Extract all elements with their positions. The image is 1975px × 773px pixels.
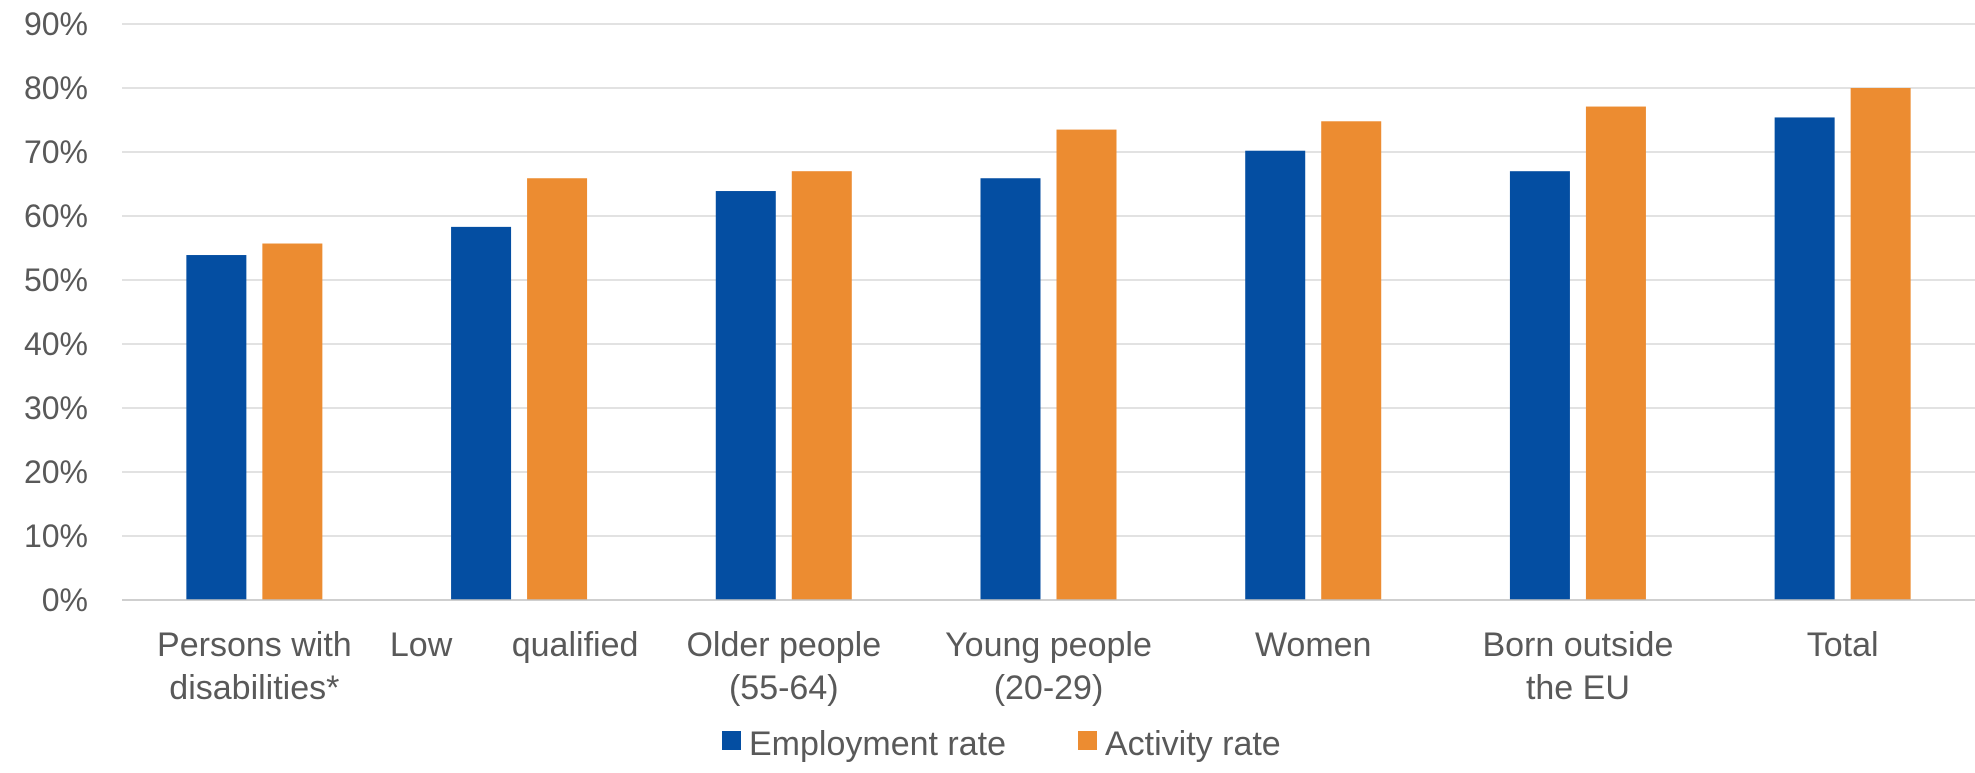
y-tick-label: 20%: [24, 454, 88, 490]
bar-employment: [1245, 150, 1306, 600]
bar-activity: [527, 178, 588, 601]
y-tick-label: 80%: [24, 70, 88, 106]
category-label: Women: [1255, 626, 1372, 664]
bars: [186, 88, 1911, 601]
bar-employment: [186, 255, 247, 601]
y-tick-label: 40%: [24, 326, 88, 362]
y-tick-label: 70%: [24, 134, 88, 170]
category-label: (55-64): [729, 669, 839, 707]
bar-employment: [715, 191, 776, 601]
category-label: qualified: [512, 626, 639, 664]
category-label: (20-29): [994, 669, 1104, 707]
bar-employment: [451, 226, 512, 600]
legend-label: Employment rate: [749, 725, 1006, 763]
bar-employment: [1774, 117, 1835, 600]
category-label: Total: [1807, 626, 1879, 664]
bar-employment: [980, 178, 1041, 601]
bar-activity: [791, 171, 852, 600]
bar-activity: [1056, 129, 1117, 600]
y-tick-label: 10%: [24, 518, 88, 554]
y-axis-tick-labels: 0% 10% 20% 30% 40% 50% 60% 70% 80% 90%: [24, 6, 88, 618]
legend-swatch: [1078, 731, 1097, 750]
x-axis-category-labels: Persons with disabilities* Low qualified Old…: [157, 626, 1879, 707]
category-label: disabilities*: [169, 669, 339, 707]
bar-activity: [262, 243, 323, 600]
y-tick-label: 30%: [24, 390, 88, 426]
y-tick-label: 50%: [24, 262, 88, 298]
bar-activity: [1321, 121, 1382, 600]
bar-activity: [1585, 106, 1646, 600]
bar-activity: [1850, 88, 1911, 600]
bar-employment: [1509, 171, 1570, 600]
category-label: Older people: [686, 626, 881, 664]
gridlines: [122, 23, 1975, 537]
y-tick-label: 60%: [24, 198, 88, 234]
y-tick-label: 90%: [24, 6, 88, 42]
legend: Employment rate Activity rate: [722, 725, 1281, 763]
category-label: Born outside: [1482, 626, 1673, 664]
y-tick-label: 0%: [42, 582, 88, 618]
legend-swatch: [722, 731, 741, 750]
category-label: Young people: [945, 626, 1152, 664]
legend-label: Activity rate: [1105, 725, 1281, 763]
category-label: Persons with: [157, 626, 352, 664]
category-label: Low: [390, 626, 453, 664]
category-label: the EU: [1526, 669, 1630, 707]
